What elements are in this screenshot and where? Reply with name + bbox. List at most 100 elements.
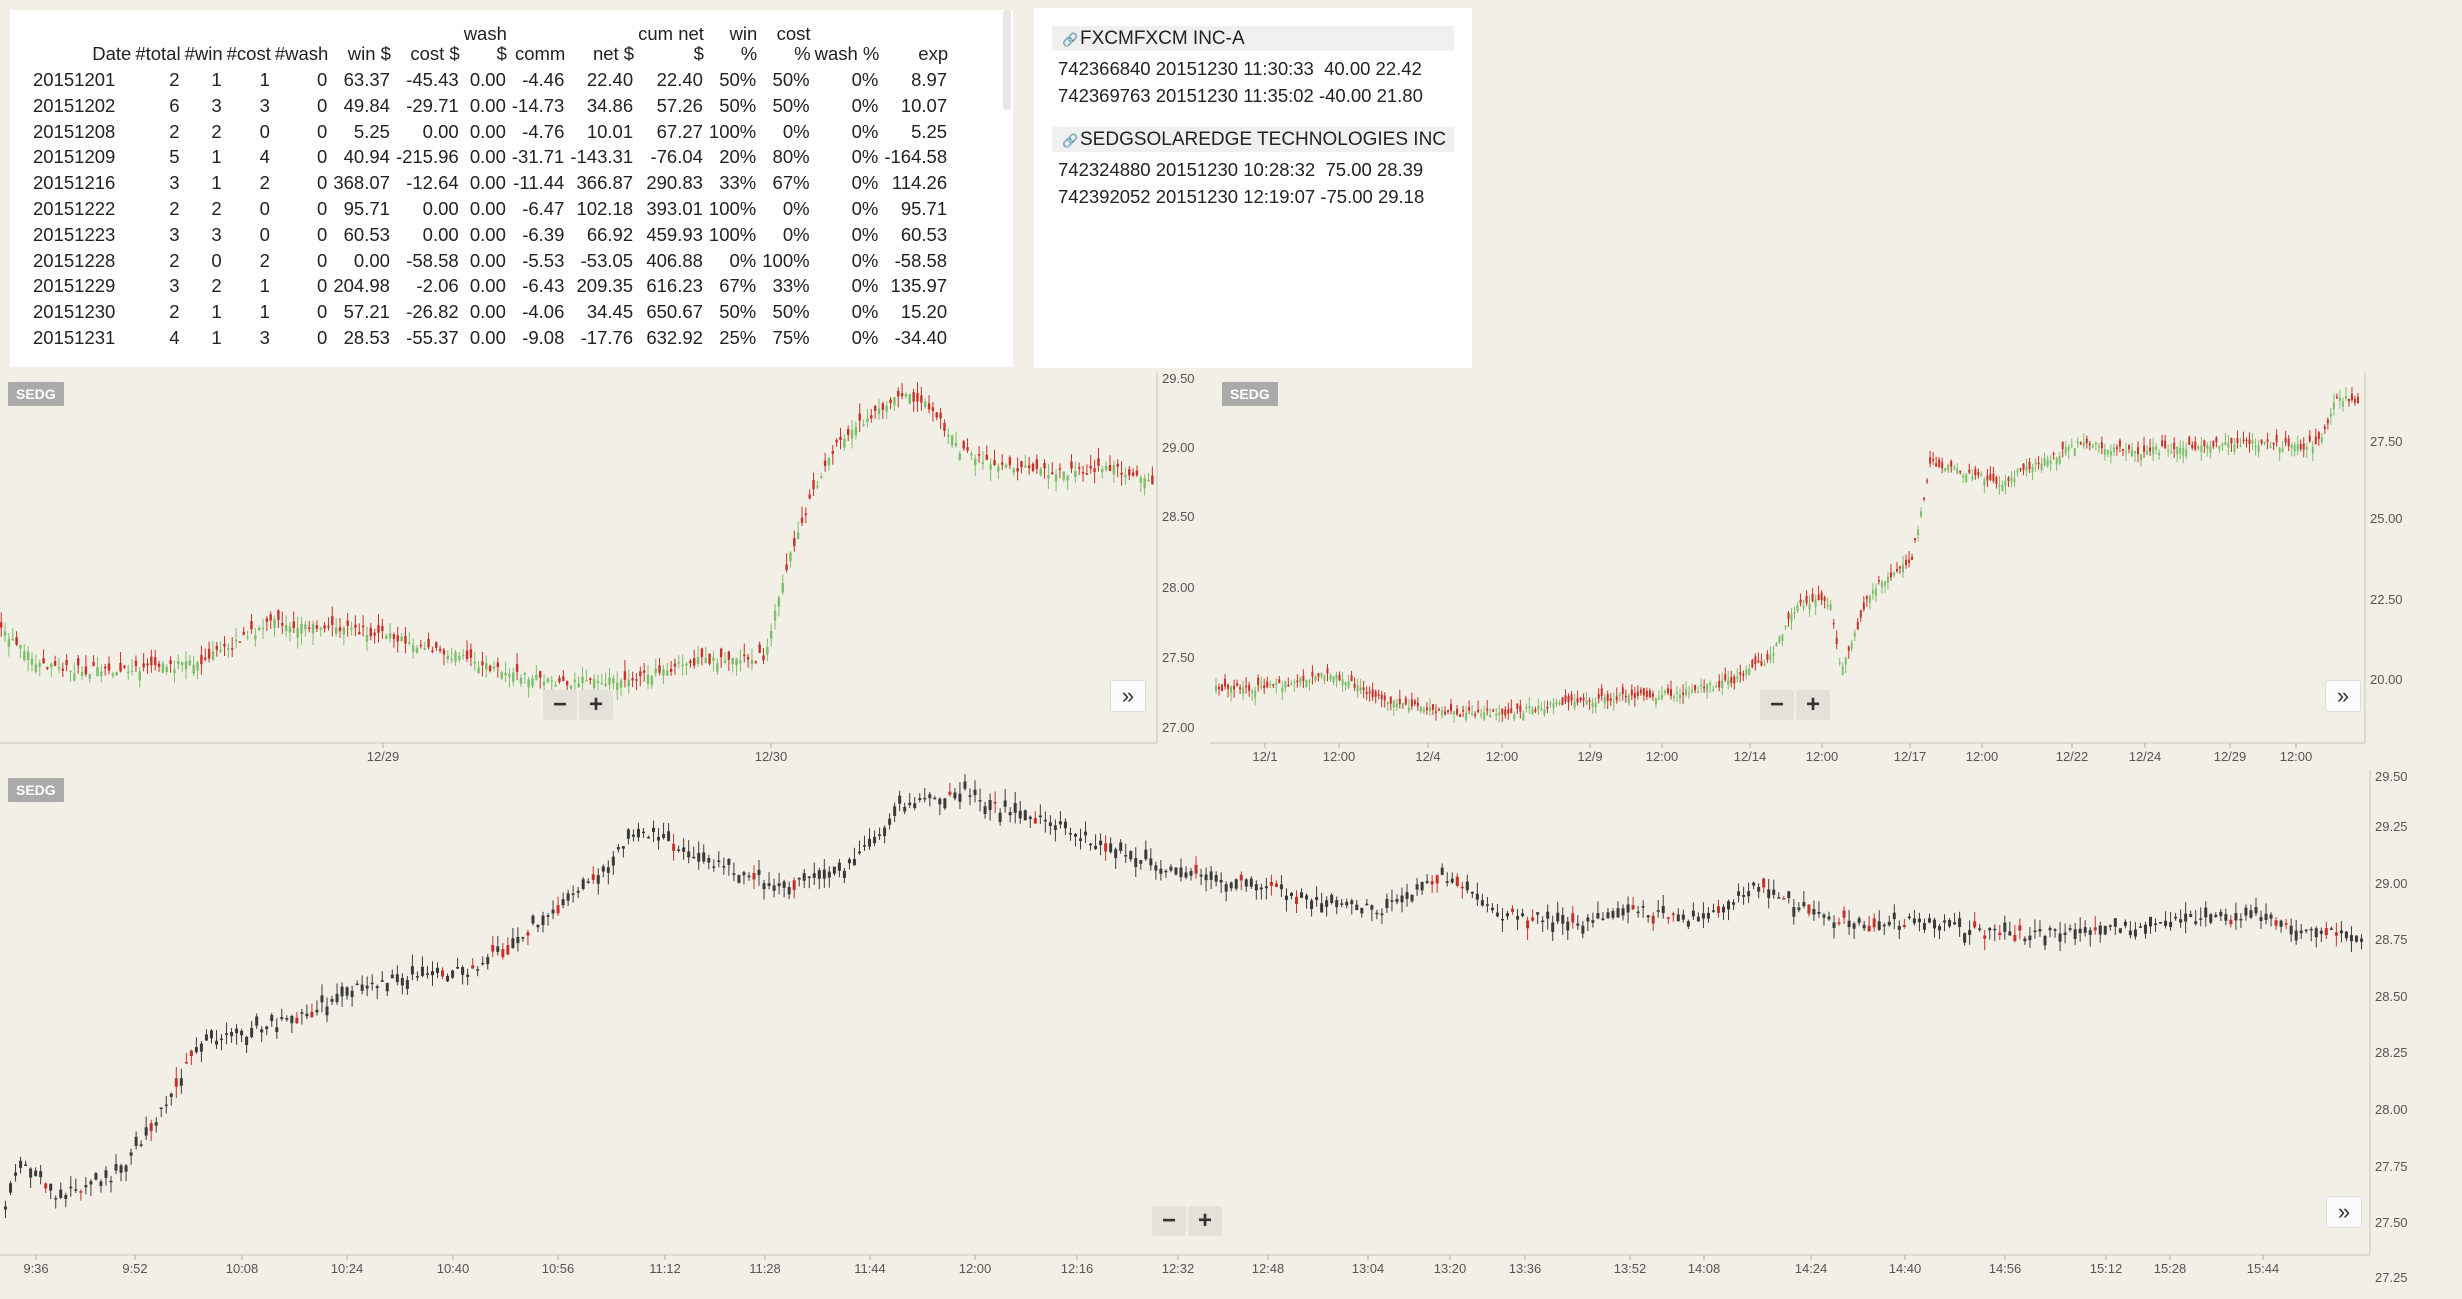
- table-cell: 0: [211, 249, 222, 271]
- stats-col-header[interactable]: wash %: [813, 24, 882, 67]
- table-row[interactable]: 20151209 5 1 4 0 40.94 -215.96 0.00 -31.71 -143.3…: [30, 144, 950, 170]
- candle-body: [981, 462, 985, 465]
- candle-body: [2248, 439, 2251, 445]
- candle-body: [1020, 461, 1023, 468]
- candle-body: [1129, 851, 1133, 860]
- stats-col-header[interactable]: cost%: [759, 24, 812, 67]
- table-row[interactable]: 20151222 2 2 0 0 95.71 0.00 0.00 -6.47 102.18 393.…: [30, 196, 950, 222]
- candle-body: [1320, 903, 1324, 913]
- candle-body: [34, 1170, 38, 1177]
- table-cell: 368.07: [333, 172, 390, 194]
- stats-col-header[interactable]: #win: [183, 24, 225, 67]
- candle-body: [388, 633, 392, 639]
- candle-body: [963, 781, 967, 789]
- zoom-out-button[interactable]: −: [1152, 1206, 1186, 1236]
- candle-body: [77, 658, 80, 666]
- table-row[interactable]: 20151231 4 1 3 0 28.53 -55.37 0.00 -9.08 -17.76 63…: [30, 325, 950, 351]
- chart-top-right[interactable]: 27.50 25.00 22.50 20.00 12/1 12:00 12/4 12:00 12…: [1210, 372, 2462, 764]
- zoom-in-button[interactable]: +: [1188, 1206, 1222, 1236]
- stats-col-header[interactable]: Date: [30, 24, 133, 67]
- stats-col-header[interactable]: comm: [509, 24, 567, 67]
- table-row[interactable]: 20151201 2 1 1 0 63.37 -45.43 0.00 -4.46 22.40 22.…: [30, 67, 950, 93]
- candle-body: [1474, 714, 1477, 717]
- stats-scrollbar[interactable]: [1003, 10, 1011, 110]
- link-icon[interactable]: 🔗: [1062, 32, 1079, 47]
- candle-body: [2189, 913, 2193, 917]
- candle-body: [2204, 907, 2208, 918]
- candle-body: [1618, 694, 1621, 697]
- zoom-in-button[interactable]: +: [579, 690, 613, 720]
- candle-body: [2018, 925, 2022, 931]
- scroll-right-button[interactable]: »: [1110, 680, 1146, 712]
- candle-body: [227, 647, 230, 650]
- stats-col-header[interactable]: win%: [706, 24, 759, 67]
- table-row[interactable]: 20151230 2 1 1 0 57.21 -26.82 0.00 -4.06 34.45 650…: [30, 299, 950, 325]
- zoom-out-button[interactable]: −: [1760, 690, 1794, 720]
- candle-body: [1221, 684, 1224, 691]
- candle-body: [57, 667, 61, 669]
- table-row[interactable]: 20151229 3 2 1 0 204.98 -2.06 0.00 -6.43 209.35 61…: [30, 273, 950, 299]
- candle-body: [1877, 921, 1881, 930]
- candle-body: [754, 661, 757, 663]
- table-row[interactable]: 20151208 2 2 0 0 5.25 0.00 0.00 -4.76 10.01 67.27 1…: [30, 119, 950, 145]
- stats-col-header[interactable]: cost $: [393, 24, 462, 67]
- trade-symbol-header[interactable]: 🔗FXCMFXCM INC-A: [1052, 26, 1454, 51]
- candle-body: [897, 391, 900, 397]
- candle-body: [265, 1026, 269, 1030]
- stats-col-header[interactable]: exp: [881, 24, 950, 67]
- chart-bottom[interactable]: 29.50 29.25 29.00 28.75 28.50 28.25 28.00 27.75…: [0, 769, 2462, 1299]
- candle-body: [265, 618, 269, 622]
- table-cell: 20151229: [33, 275, 116, 297]
- candle-body: [1335, 900, 1339, 908]
- candle-body: [65, 660, 68, 666]
- stats-col-header[interactable]: #cost: [225, 24, 273, 67]
- candle-body: [1912, 918, 1916, 924]
- candle-body: [1114, 849, 1118, 858]
- zoom-in-button[interactable]: +: [1796, 690, 1830, 720]
- candle-body: [1950, 461, 1953, 467]
- candle-body: [857, 851, 861, 854]
- candle-body: [2094, 442, 2097, 446]
- table-row[interactable]: 20151228 2 0 2 0 0.00 -58.58 0.00 -5.53 -53.05 406…: [30, 248, 950, 274]
- candle-body: [735, 658, 738, 666]
- candle-body: [1047, 475, 1050, 479]
- table-cell: 15.20: [900, 301, 948, 323]
- scroll-right-button[interactable]: »: [2326, 1196, 2362, 1228]
- candle-body: [1570, 694, 1573, 701]
- table-row[interactable]: 20151223 3 3 0 0 60.53 0.00 0.00 -6.39 66.92 459.9…: [30, 222, 950, 248]
- candle-body: [1505, 913, 1509, 917]
- link-icon[interactable]: 🔗: [1062, 133, 1079, 148]
- candle-body: [1541, 920, 1545, 923]
- stats-col-header[interactable]: win $: [330, 24, 393, 67]
- candle-body: [1666, 917, 1670, 919]
- candle-body: [2073, 448, 2076, 456]
- trade-symbol-header[interactable]: 🔗SEDGSOLAREDGE TECHNOLOGIES INC: [1052, 127, 1454, 152]
- stats-col-header[interactable]: net $: [567, 24, 636, 67]
- candle-body: [1802, 605, 1805, 608]
- table-cell: -4.06: [522, 301, 565, 323]
- table-cell: 50%: [719, 94, 757, 116]
- chart-top-left[interactable]: 29.50 29.00 28.50 28.00 27.50 27.00 12/29 12/30…: [0, 371, 1210, 764]
- stats-col-header[interactable]: #total: [133, 24, 182, 67]
- candle-body: [1751, 659, 1754, 668]
- table-row[interactable]: 20151216 3 1 2 0 368.07 -12.64 0.00 -11.44 366.87…: [30, 170, 950, 196]
- candle-body: [1033, 817, 1037, 824]
- candle-body: [39, 1171, 43, 1178]
- table-cell: 0%: [851, 69, 879, 90]
- candle-body: [2004, 480, 2007, 486]
- scroll-right-button[interactable]: »: [2325, 680, 2361, 712]
- table-cell: 1: [211, 146, 222, 168]
- stats-col-header[interactable]: #wash: [273, 24, 330, 67]
- stats-col-header[interactable]: wash $: [462, 24, 509, 67]
- candle-body: [2263, 441, 2266, 444]
- candle-body: [2338, 397, 2341, 401]
- candle-body: [119, 1165, 123, 1173]
- candle-body: [1345, 901, 1349, 906]
- table-cell: 67.27: [656, 120, 703, 142]
- stats-col-header[interactable]: cum net $: [636, 24, 706, 67]
- zoom-out-button[interactable]: −: [543, 690, 577, 720]
- candle-body: [456, 966, 460, 969]
- header-line-2: exp: [918, 43, 949, 64]
- table-row[interactable]: 20151202 6 3 3 0 49.84 -29.71 0.00 -14.73 34.86 57…: [30, 93, 950, 119]
- candle-body: [2293, 444, 2296, 452]
